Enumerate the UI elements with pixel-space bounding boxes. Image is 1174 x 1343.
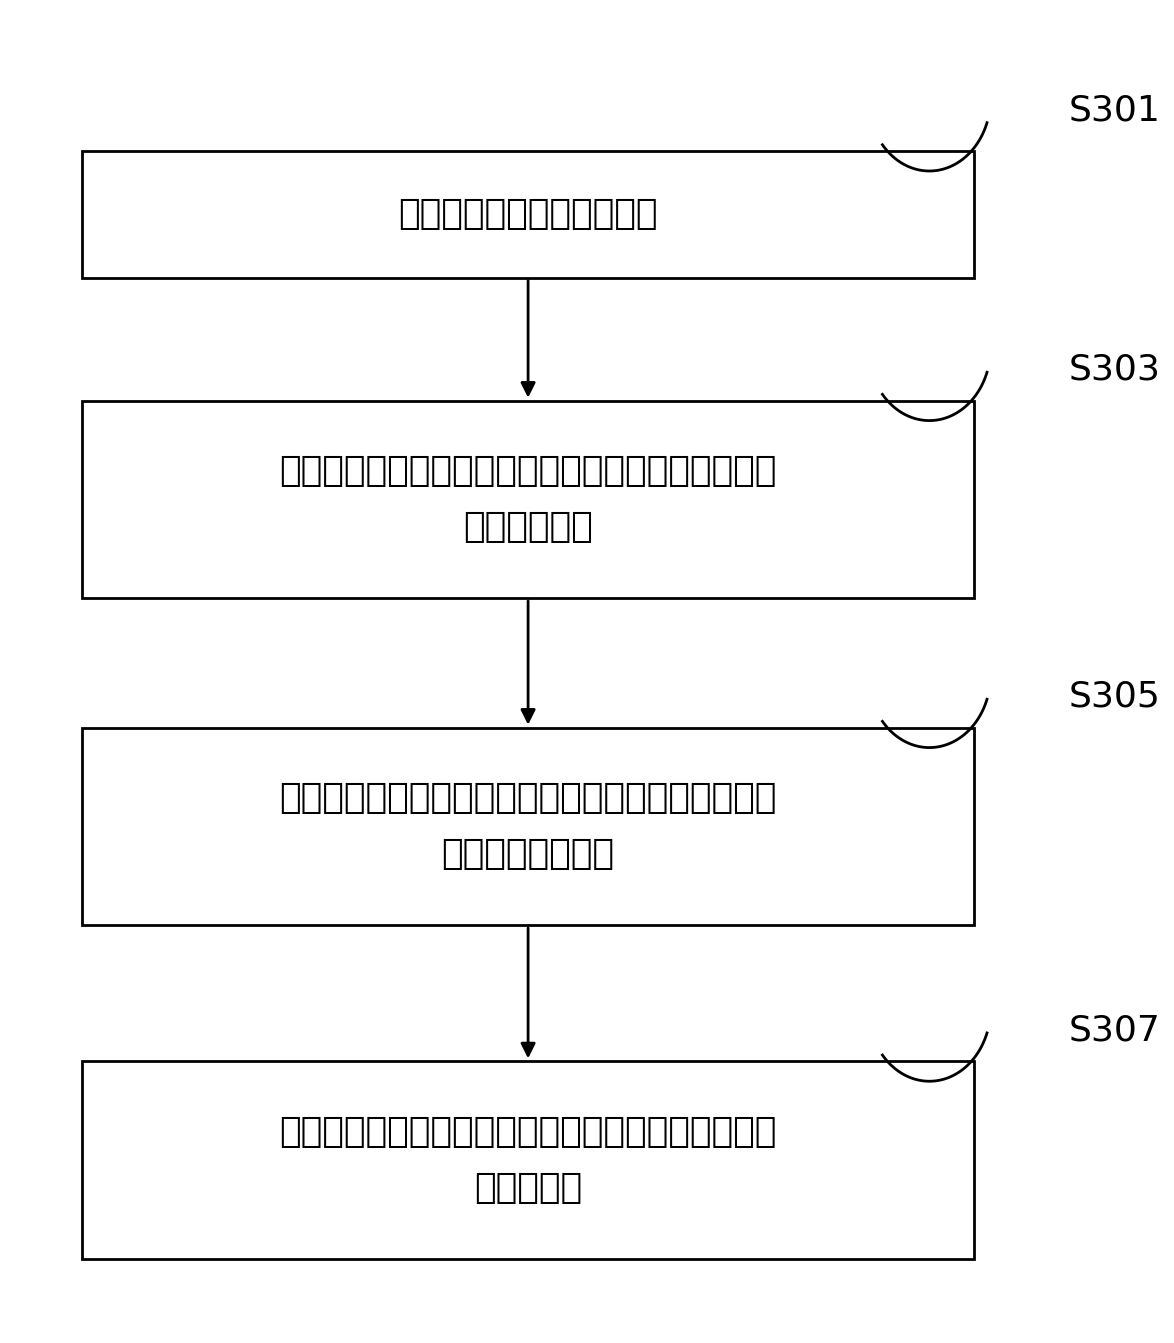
Bar [82,400,974,598]
Text: 接收基于短链接的访问请求: 接收基于短链接的访问请求 [398,197,657,231]
Bar [82,1061,974,1258]
Text: S305: S305 [1068,680,1161,714]
Bar [82,728,974,925]
Text: 根据预先定义的长链接正则表达式，对解析得到的所: 根据预先定义的长链接正则表达式，对解析得到的所 [279,782,777,815]
Bar [82,150,974,278]
Text: S301: S301 [1068,94,1161,128]
Text: 述长链接进行校验: 述长链接进行校验 [441,837,615,872]
Text: 链接的长链接: 链接的长链接 [464,510,593,544]
Text: 当校验通过后，将所述访问请求重定向至解析得到的: 当校验通过后，将所述访问请求重定向至解析得到的 [279,1115,777,1150]
Text: S307: S307 [1068,1014,1161,1048]
Text: S303: S303 [1068,353,1161,387]
Text: 根据所述访问请求解析所述短链接，得到匹配于该短: 根据所述访问请求解析所述短链接，得到匹配于该短 [279,454,777,489]
Text: 所述长链接: 所述长链接 [474,1171,582,1205]
